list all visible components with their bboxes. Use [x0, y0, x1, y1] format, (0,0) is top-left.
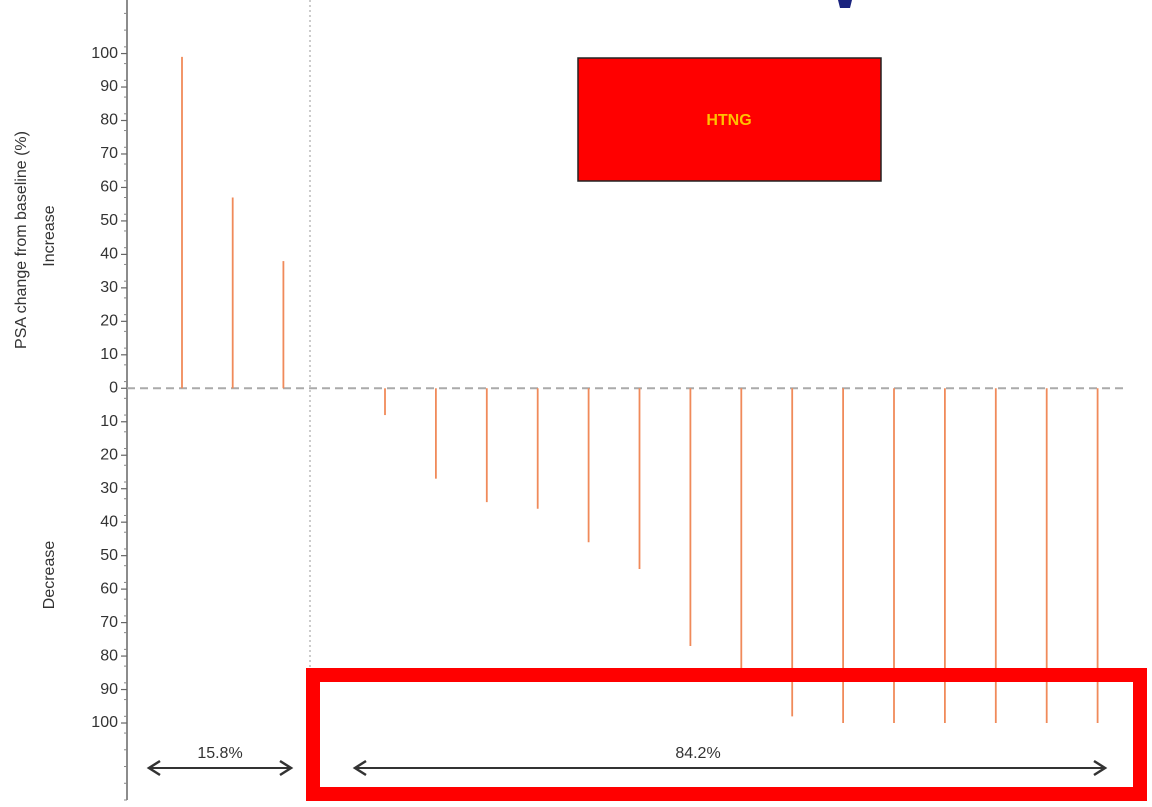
y-tick-label: 10 — [100, 413, 118, 430]
y-tick-label: 40 — [100, 246, 118, 263]
arrow-head — [146, 759, 294, 777]
plot: 1009080706050403020100102030405060708090… — [91, 12, 1126, 801]
y-tick-label: 60 — [100, 580, 118, 597]
y-tick-label: 60 — [100, 179, 118, 196]
arrow-head — [352, 759, 1108, 777]
y-tick-label: 30 — [100, 279, 118, 296]
y-tick-label: 70 — [100, 614, 118, 631]
y-tick-label: 20 — [100, 446, 118, 463]
badge: HTNG — [706, 112, 751, 129]
y-tick-label: 20 — [100, 313, 118, 330]
y-tick-label: 80 — [100, 647, 118, 664]
decoration — [838, 0, 852, 8]
badge-box — [577, 57, 882, 182]
y-tick-label: 100 — [91, 714, 118, 731]
y-tick-label: 30 — [100, 480, 118, 497]
y-tick-label: 90 — [100, 681, 118, 698]
share-right: 84.2% — [352, 745, 1108, 777]
y-tick-label: 50 — [100, 547, 118, 564]
y-tick-label: 90 — [100, 78, 118, 95]
share-label: 15.8% — [197, 745, 242, 762]
highlight-box — [306, 668, 1147, 801]
y-tick-label: 0 — [109, 380, 118, 397]
y-tick-label: 100 — [91, 45, 118, 62]
y-tick-label: 70 — [100, 145, 118, 162]
decrease-label: Decrease — [41, 541, 58, 610]
y-tick-label: 10 — [100, 346, 118, 363]
share-left: 15.8% — [146, 745, 294, 777]
share-label: 84.2% — [675, 745, 720, 762]
y-tick-label: 80 — [100, 112, 118, 129]
increase-label: Increase — [41, 205, 58, 266]
y-tick-label: 40 — [100, 513, 118, 530]
y-axis-title: PSA change from baseline (%) — [13, 131, 30, 349]
y-tick-label: 50 — [100, 212, 118, 229]
